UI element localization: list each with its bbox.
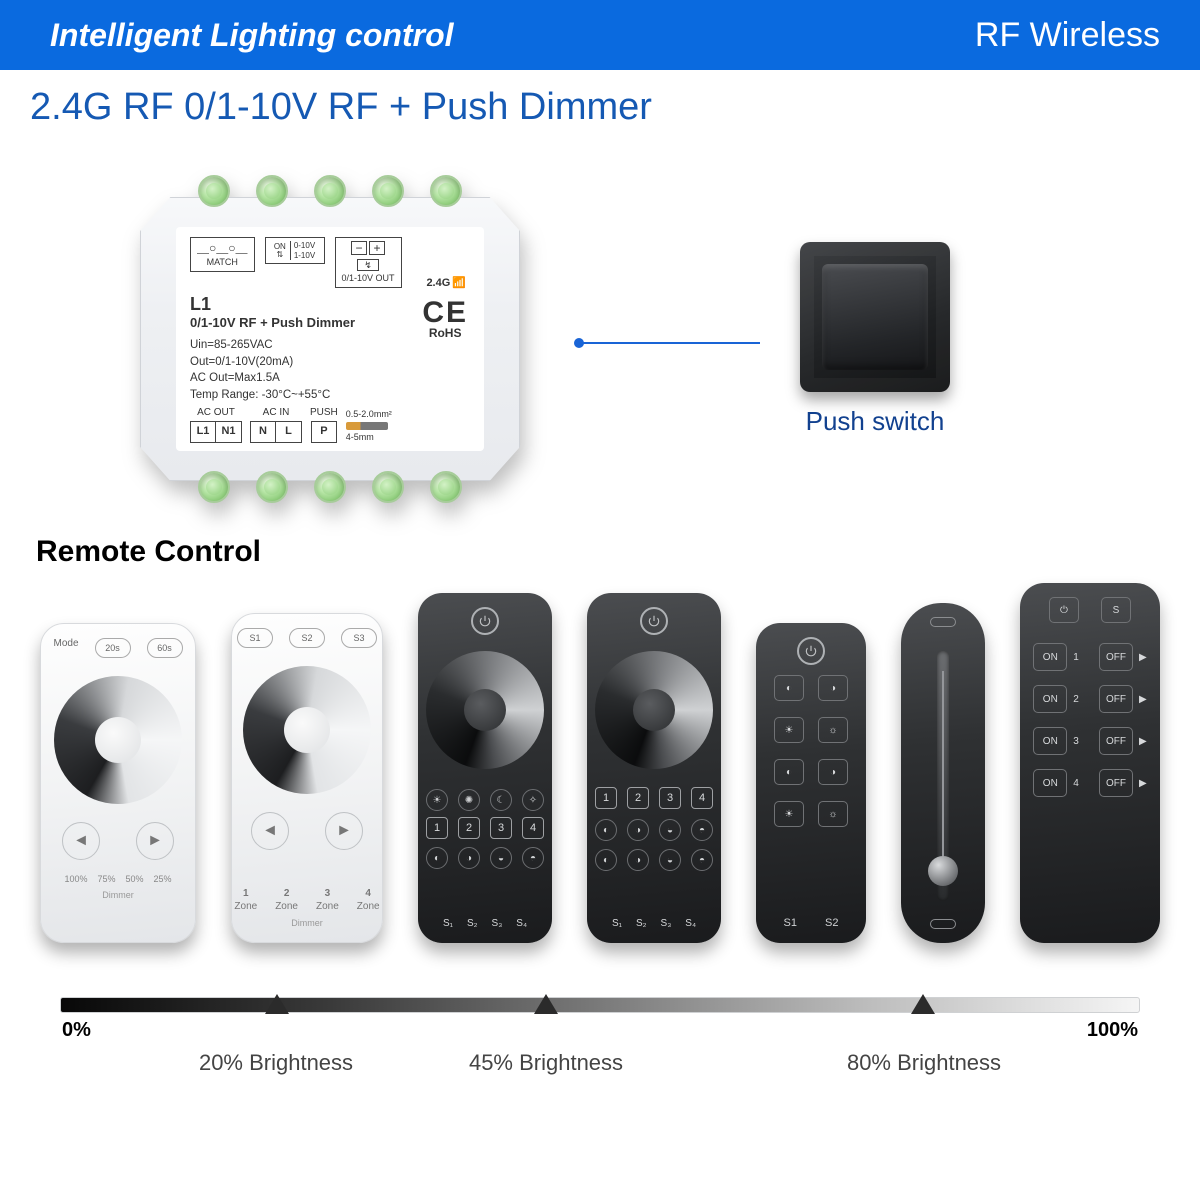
remote-7: ⏻ S ON1 OFF▶ ON2 OFF▶ ON3 OFF▶ ON4 OFF▶ <box>1020 583 1160 943</box>
next-button-icon: ► <box>325 812 363 850</box>
touch-ring-icon <box>426 651 544 769</box>
spec-acout: AC Out=Max1.5A <box>190 370 470 387</box>
terminal-screw-icon <box>256 471 288 503</box>
rf-badge: 2.4G📶 <box>426 277 466 290</box>
terminal-screw-icon <box>198 175 230 207</box>
header-title-left: Intelligent Lighting control <box>50 17 454 54</box>
remotes-row: Mode 20s 60s ◄ ► 100% 75% 50% 25% Dimmer… <box>0 583 1200 973</box>
scale-start-label: 0% <box>62 1019 91 1042</box>
remote-4: 12 34 ◐◑◒◓ ◐◑◒◓ S₁S₂ S₃S₄ <box>587 593 721 943</box>
remote-5: ◐◑ ☀☼ ◐◑ ☀☼ S1S2 <box>756 623 866 943</box>
push-switch-icon <box>800 242 950 392</box>
next-button-icon: ► <box>136 822 174 860</box>
spec-out: Out=0/1-10V(20mA) <box>190 354 470 371</box>
power-icon <box>471 607 499 635</box>
remote-section-title: Remote Control <box>0 529 1200 583</box>
dimmer-module: ⸏○⸏○⸏ MATCH ON⇅ 0-10V 1-10V − + <box>120 169 540 509</box>
scale-end-label: 100% <box>1087 1019 1138 1042</box>
marker-label: 45% Brightness <box>469 1050 623 1076</box>
brightness-marker-icon <box>534 994 558 1014</box>
brightness-scale: 0% 100% 20% Brightness 45% Brightness 80… <box>0 973 1200 1084</box>
brightness-gradient-bar <box>60 997 1140 1013</box>
terminal-row: AC OUT L1 N1 AC IN N L PUSH P <box>190 407 470 443</box>
bottom-pill-icon <box>930 919 956 929</box>
connection-line-icon <box>580 342 760 344</box>
main-row: ⸏○⸏○⸏ MATCH ON⇅ 0-10V 1-10V − + <box>0 139 1200 529</box>
match-diagram: ⸏○⸏○⸏ MATCH <box>190 237 255 272</box>
terminal-screw-icon <box>198 471 230 503</box>
remote-2: S1 S2 S3 ◄ ► 1Zone 2Zone 3Zone 4Zone Dim… <box>231 613 383 943</box>
terminal-screw-icon <box>314 175 346 207</box>
terminal-screw-icon <box>430 471 462 503</box>
remote-1: Mode 20s 60s ◄ ► 100% 75% 50% 25% Dimmer <box>40 623 196 943</box>
touch-ring-icon <box>243 666 371 794</box>
terminal-screw-icon <box>372 471 404 503</box>
power-icon <box>640 607 668 635</box>
product-subtitle: 2.4G RF 0/1-10V RF + Push Dimmer <box>0 70 1200 139</box>
push-switch-block: Push switch <box>800 242 950 437</box>
power-icon: ⏻ <box>1049 597 1079 623</box>
module-label-panel: ⸏○⸏○⸏ MATCH ON⇅ 0-10V 1-10V − + <box>176 227 484 451</box>
touch-ring-icon <box>54 676 182 804</box>
output-diagram: − + ↯ 0/1-10V OUT <box>335 237 402 288</box>
header-title-right: RF Wireless <box>975 16 1160 55</box>
marker-label: 20% Brightness <box>199 1050 353 1076</box>
touch-ring-icon <box>595 651 713 769</box>
power-icon <box>797 637 825 665</box>
terminal-screw-icon <box>430 175 462 207</box>
slider-rail <box>937 651 949 901</box>
terminal-screw-icon <box>256 175 288 207</box>
terminal-screw-icon <box>314 471 346 503</box>
slider-knob-icon <box>928 856 958 886</box>
brightness-marker-icon <box>911 994 935 1014</box>
brightness-marker-icon <box>265 994 289 1014</box>
scene-button: S <box>1101 597 1131 623</box>
mode-switch-diagram: ON⇅ 0-10V 1-10V <box>265 237 325 264</box>
marker-label: 80% Brightness <box>847 1050 1001 1076</box>
prev-button-icon: ◄ <box>251 812 289 850</box>
remote-3: ☀✺☾✧ 12 34 ◐◑◒◓ S₁S₂ S₃S₄ <box>418 593 552 943</box>
terminal-screw-icon <box>372 175 404 207</box>
header: Intelligent Lighting control RF Wireless <box>0 0 1200 70</box>
remote-6 <box>901 603 985 943</box>
ce-block: CE RoHS <box>422 299 468 340</box>
push-switch-label: Push switch <box>806 406 945 437</box>
prev-button-icon: ◄ <box>62 822 100 860</box>
spec-temp: Temp Range: -30°C~+55°C <box>190 387 470 404</box>
wire-spec: 0.5-2.0mm² 4-5mm <box>346 409 392 443</box>
top-pill-icon <box>930 617 956 627</box>
